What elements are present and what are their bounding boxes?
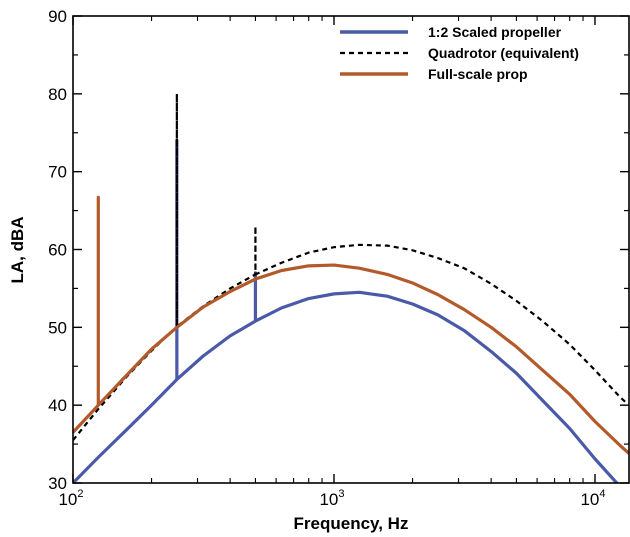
y-tick-label: 50 [48, 318, 67, 337]
y-tick-label: 60 [48, 241, 67, 260]
tick-layer: 30 40 50 60 70 80 90 102 103 104 [48, 7, 629, 509]
x-tick-label: 104 [580, 488, 605, 509]
legend-label-1: 1:2 Scaled propeller [428, 24, 562, 40]
series-line-3 [73, 195, 629, 455]
x-tick-label: 103 [319, 488, 344, 509]
y-axis-title: LA, dBA [8, 216, 27, 283]
y-tick-label: 30 [48, 474, 67, 493]
series-layer [73, 92, 629, 483]
y-tick-label: 80 [48, 85, 67, 104]
legend: 1:2 Scaled propeller Quadrotor (equivalen… [340, 24, 579, 82]
x-axis-title: Frequency, Hz [294, 514, 409, 533]
legend-label-3: Full-scale prop [428, 66, 528, 82]
y-tick-label: 70 [48, 163, 67, 182]
series-line-1 [73, 138, 619, 483]
series-line-2 [73, 92, 629, 441]
x-tick-label: 102 [58, 488, 83, 509]
plot-frame [72, 15, 630, 484]
legend-label-2: Quadrotor (equivalent) [428, 45, 579, 61]
y-tick-label: 40 [48, 396, 67, 415]
y-tick-label: 90 [48, 7, 67, 26]
